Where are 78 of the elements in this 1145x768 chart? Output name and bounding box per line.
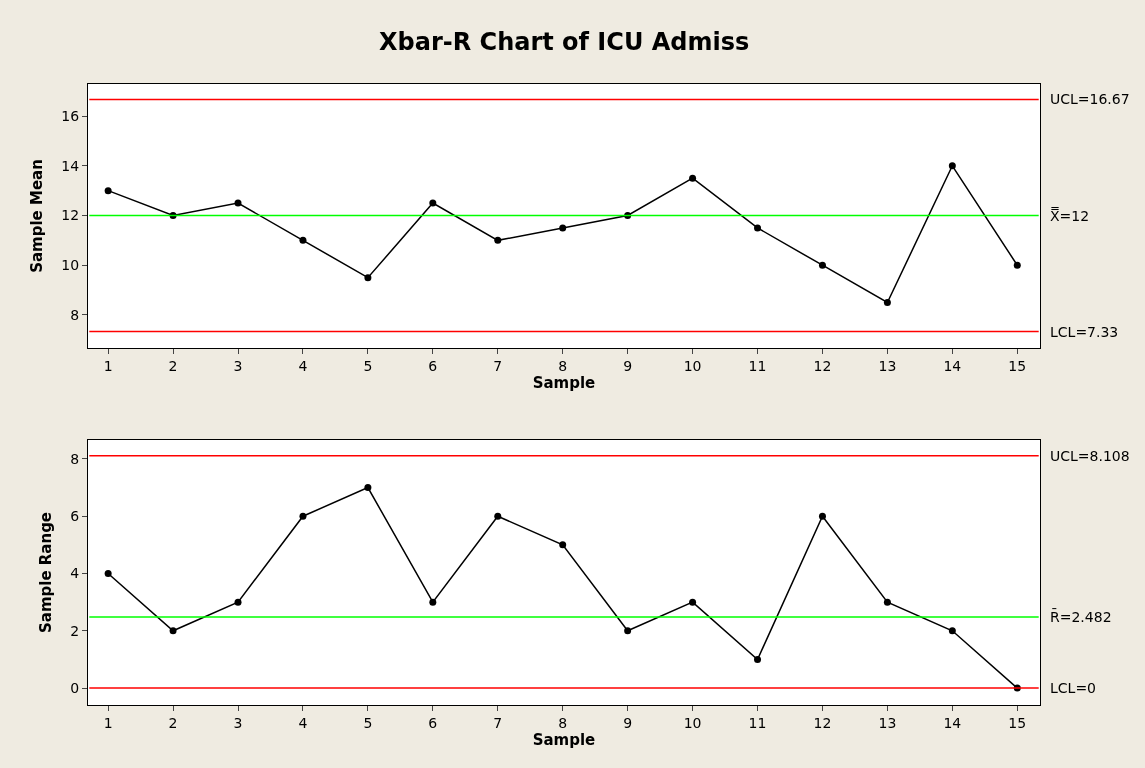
x-axis-title: Sample	[532, 730, 596, 749]
x-tick-label: 5	[363, 357, 373, 374]
point	[234, 199, 242, 207]
x-tick-label: 8	[558, 357, 568, 374]
point	[104, 570, 112, 577]
point	[299, 236, 307, 244]
point	[818, 512, 826, 520]
x-tick-label: 7	[493, 357, 503, 374]
point	[364, 484, 372, 492]
y-tick-label: 2	[70, 622, 80, 639]
point	[624, 627, 632, 635]
point	[754, 655, 762, 663]
x-tick-label: 5	[363, 714, 373, 731]
y-tick-label: 10	[61, 257, 80, 274]
point	[689, 598, 697, 606]
x-tick-label: 13	[878, 357, 897, 374]
x-tick-label: 8	[558, 714, 568, 731]
x-tick-label: 2	[168, 714, 178, 731]
x-tick-label: 3	[233, 714, 243, 731]
point	[429, 199, 437, 207]
x-tick-label: 1	[103, 714, 113, 731]
x-tick-label: 1	[103, 357, 113, 374]
point	[494, 236, 502, 244]
point	[429, 598, 437, 606]
x-tick-label: 6	[428, 357, 438, 374]
x-tick-label: 6	[428, 714, 438, 731]
x-tick-label: 9	[623, 357, 633, 374]
ref-line-label: R̄=2.482	[1050, 608, 1112, 625]
x-tick-label: 15	[1008, 714, 1027, 731]
x-tick-label: 10	[683, 714, 702, 731]
x-tick-label: 2	[168, 357, 178, 374]
point	[818, 261, 826, 269]
point	[559, 224, 567, 232]
point	[234, 598, 242, 606]
y-tick-label: 16	[61, 107, 80, 124]
x-tick-label: 3	[233, 357, 243, 374]
y-tick-label: 8	[70, 450, 80, 467]
x-tick-label: 7	[493, 714, 503, 731]
x-tick-label: 10	[683, 357, 702, 374]
y-tick-label: 0	[70, 680, 80, 696]
ref-line-label: UCL=16.67	[1050, 91, 1130, 107]
x-axis-title: Sample	[532, 373, 596, 392]
y-tick-label: 8	[70, 306, 80, 323]
x-tick-label: 12	[813, 357, 832, 374]
point	[948, 162, 956, 170]
point	[1013, 261, 1021, 269]
x-tick-label: 15	[1008, 357, 1027, 374]
point	[169, 627, 177, 635]
x-tick-label: 4	[298, 357, 308, 374]
point	[559, 541, 567, 549]
x-tick-label: 14	[943, 357, 962, 374]
ref-line-label: UCL=8.108	[1050, 448, 1130, 464]
ref-line-label: X̿=12	[1050, 207, 1090, 224]
point	[494, 512, 502, 520]
x-tick-label: 11	[748, 714, 767, 731]
point	[883, 598, 891, 606]
y-axis-title: Sample Range	[36, 511, 55, 634]
y-tick-label: 6	[70, 508, 80, 525]
point	[948, 627, 956, 635]
point	[299, 512, 307, 520]
point	[104, 187, 112, 195]
ref-line-label: LCL=0	[1050, 680, 1097, 696]
x-tick-label: 11	[748, 357, 767, 374]
y-tick-label: 14	[61, 157, 80, 174]
chart-title: Xbar-R Chart of ICU Admiss	[379, 28, 750, 56]
x-tick-label: 4	[298, 714, 308, 731]
x-tick-label: 12	[813, 714, 832, 731]
ref-line-label: LCL=7.33	[1050, 324, 1119, 340]
y-axis-title: Sample Mean	[27, 159, 46, 273]
point	[364, 274, 372, 282]
x-tick-label: 9	[623, 714, 633, 731]
x-tick-label: 13	[878, 714, 897, 731]
y-tick-label: 12	[61, 207, 80, 224]
point	[883, 299, 891, 307]
point	[754, 224, 762, 232]
y-tick-label: 4	[70, 565, 80, 582]
x-tick-label: 14	[943, 714, 962, 731]
point	[689, 174, 697, 182]
